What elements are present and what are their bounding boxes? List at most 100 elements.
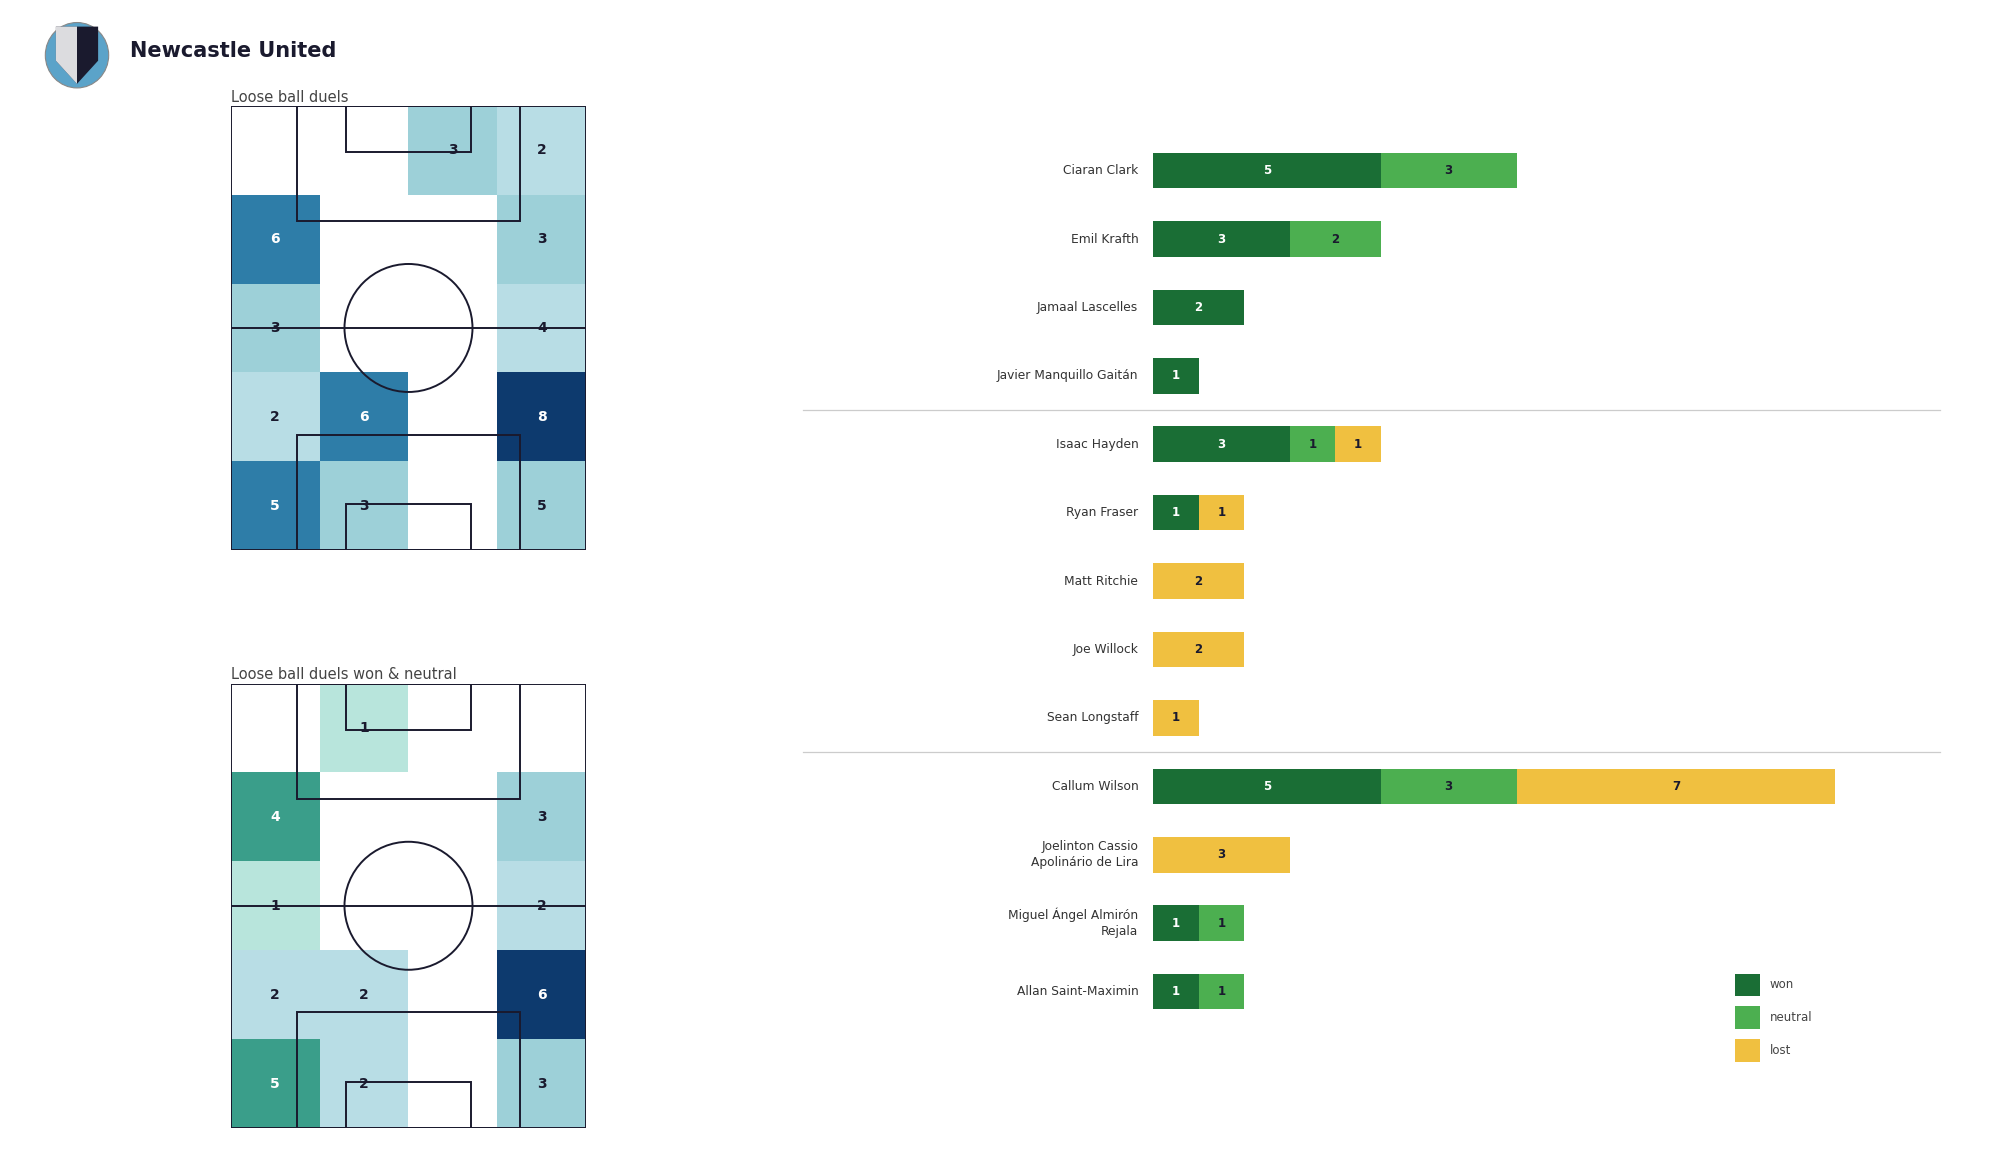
FancyBboxPatch shape bbox=[1154, 563, 1244, 599]
Text: 2: 2 bbox=[536, 899, 546, 913]
Text: 2: 2 bbox=[1194, 575, 1202, 588]
Text: Matt Ritchie: Matt Ritchie bbox=[1064, 575, 1138, 588]
Text: 4: 4 bbox=[270, 810, 280, 824]
Text: 1: 1 bbox=[360, 721, 368, 736]
FancyBboxPatch shape bbox=[1154, 700, 1198, 736]
Text: Isaac Hayden: Isaac Hayden bbox=[1056, 438, 1138, 451]
Bar bbox=[320, 462, 408, 550]
Bar bbox=[498, 283, 586, 372]
Bar bbox=[320, 195, 408, 283]
Text: 3: 3 bbox=[1444, 165, 1452, 177]
Text: 3: 3 bbox=[538, 233, 546, 246]
Bar bbox=[298, 684, 520, 799]
Text: Ciaran Clark: Ciaran Clark bbox=[1064, 165, 1138, 177]
Bar bbox=[230, 106, 320, 195]
FancyBboxPatch shape bbox=[1154, 837, 1290, 873]
Bar bbox=[320, 106, 408, 195]
Text: 1: 1 bbox=[1172, 916, 1180, 929]
FancyBboxPatch shape bbox=[1736, 974, 1760, 996]
Bar bbox=[498, 772, 586, 861]
FancyBboxPatch shape bbox=[1154, 427, 1290, 462]
Text: 3: 3 bbox=[448, 143, 458, 157]
Bar bbox=[346, 106, 470, 152]
FancyBboxPatch shape bbox=[1198, 906, 1244, 941]
Bar bbox=[498, 951, 586, 1039]
FancyBboxPatch shape bbox=[1154, 290, 1244, 325]
Text: 2: 2 bbox=[536, 143, 546, 157]
Bar bbox=[320, 684, 408, 772]
Text: 2: 2 bbox=[360, 988, 368, 1001]
Bar bbox=[408, 195, 498, 283]
FancyBboxPatch shape bbox=[1154, 974, 1198, 1009]
FancyBboxPatch shape bbox=[1154, 358, 1198, 394]
FancyBboxPatch shape bbox=[1198, 974, 1244, 1009]
Text: Loose ball duels: Loose ball duels bbox=[230, 89, 348, 105]
FancyBboxPatch shape bbox=[1736, 1039, 1760, 1061]
Text: Jamaal Lascelles: Jamaal Lascelles bbox=[1038, 301, 1138, 314]
Bar bbox=[298, 1013, 520, 1128]
Text: 5: 5 bbox=[1262, 780, 1270, 793]
Bar bbox=[346, 684, 470, 730]
FancyBboxPatch shape bbox=[1198, 495, 1244, 530]
Text: 3: 3 bbox=[1218, 848, 1226, 861]
Bar bbox=[320, 861, 408, 951]
Text: 2: 2 bbox=[270, 988, 280, 1001]
Text: Newcastle United: Newcastle United bbox=[130, 40, 336, 61]
Bar bbox=[230, 1039, 320, 1128]
Bar bbox=[230, 684, 320, 772]
Bar bbox=[498, 195, 586, 283]
FancyBboxPatch shape bbox=[1736, 1006, 1760, 1029]
Bar bbox=[320, 372, 408, 462]
Text: 3: 3 bbox=[360, 498, 368, 512]
FancyBboxPatch shape bbox=[1290, 221, 1380, 257]
Text: 2: 2 bbox=[270, 410, 280, 424]
Bar bbox=[408, 684, 498, 772]
Text: Sean Longstaff: Sean Longstaff bbox=[1046, 711, 1138, 725]
Text: 3: 3 bbox=[1218, 438, 1226, 451]
Bar bbox=[230, 462, 320, 550]
Text: 3: 3 bbox=[270, 321, 280, 335]
Bar bbox=[346, 504, 470, 550]
Text: 1: 1 bbox=[1218, 985, 1226, 998]
Text: Emil Krafth: Emil Krafth bbox=[1070, 233, 1138, 246]
Bar bbox=[408, 106, 498, 195]
Bar bbox=[298, 435, 520, 550]
Bar bbox=[320, 772, 408, 861]
Text: neutral: neutral bbox=[1770, 1012, 1812, 1025]
Bar bbox=[498, 106, 586, 195]
Text: 3: 3 bbox=[1218, 233, 1226, 246]
Text: won: won bbox=[1770, 979, 1794, 992]
FancyBboxPatch shape bbox=[1154, 906, 1198, 941]
Bar bbox=[230, 861, 320, 951]
Text: 3: 3 bbox=[538, 1076, 546, 1090]
Text: 1: 1 bbox=[1172, 711, 1180, 725]
Bar bbox=[498, 1039, 586, 1128]
Text: 5: 5 bbox=[536, 498, 546, 512]
Bar bbox=[498, 861, 586, 951]
Text: 2: 2 bbox=[1194, 643, 1202, 656]
Text: 1: 1 bbox=[1172, 985, 1180, 998]
Text: 2: 2 bbox=[360, 1076, 368, 1090]
Text: Javier Manquillo Gaitán: Javier Manquillo Gaitán bbox=[996, 369, 1138, 382]
Text: 6: 6 bbox=[270, 233, 280, 246]
Bar bbox=[320, 951, 408, 1039]
Bar bbox=[498, 372, 586, 462]
Bar bbox=[408, 1039, 498, 1128]
FancyBboxPatch shape bbox=[1516, 768, 1836, 804]
Text: 1: 1 bbox=[270, 899, 280, 913]
Text: 5: 5 bbox=[270, 498, 280, 512]
FancyBboxPatch shape bbox=[1380, 153, 1516, 188]
FancyBboxPatch shape bbox=[1154, 495, 1198, 530]
Bar bbox=[230, 772, 320, 861]
Text: 8: 8 bbox=[536, 410, 546, 424]
Text: 2: 2 bbox=[1194, 301, 1202, 314]
Text: 7: 7 bbox=[1672, 780, 1680, 793]
Text: 1: 1 bbox=[1172, 506, 1180, 519]
Text: 3: 3 bbox=[1444, 780, 1452, 793]
Bar bbox=[320, 1039, 408, 1128]
Bar bbox=[498, 684, 586, 772]
Bar bbox=[408, 462, 498, 550]
Text: 5: 5 bbox=[1262, 165, 1270, 177]
Text: 1: 1 bbox=[1354, 438, 1362, 451]
Text: 1: 1 bbox=[1218, 916, 1226, 929]
